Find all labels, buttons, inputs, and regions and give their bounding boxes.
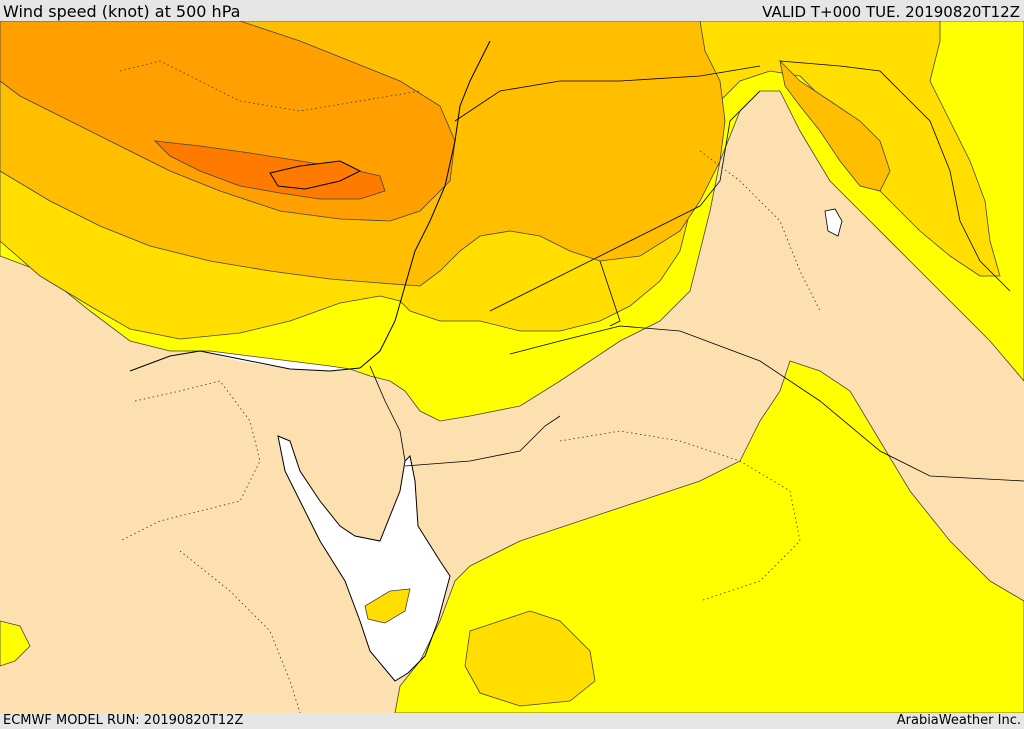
border-jordan-iraq — [599, 260, 621, 327]
border-sinai-israel — [369, 365, 406, 462]
map-title: Wind speed (knot) at 500 hPa — [3, 2, 241, 21]
wind-patch-west — [0, 620, 31, 667]
coastline-north-africa — [129, 350, 361, 372]
map-canvas — [0, 21, 1024, 713]
model-run: ECMWF MODEL RUN: 20190820T12Z — [3, 713, 244, 728]
wind-band-5 — [153, 140, 386, 200]
border-egypt-sudan — [404, 415, 561, 467]
border-iraq-iran — [779, 60, 1011, 292]
wind-speed-map — [0, 21, 1024, 713]
wind-patch-sinai — [364, 588, 411, 624]
border-turkey-syria — [454, 65, 761, 122]
internal-boundary-egypt — [119, 380, 261, 542]
border-jordan-saudi — [509, 325, 1024, 482]
wind-patch-south — [464, 610, 596, 707]
internal-boundary-south — [179, 550, 301, 713]
valid-time: VALID T+000 TUE. 20190820T12Z — [762, 3, 1020, 21]
credit: ArabiaWeather Inc. — [896, 713, 1021, 728]
header-bar: Wind speed (knot) at 500 hPa VALID T+000… — [0, 0, 1024, 21]
coastline-cyprus — [269, 160, 362, 190]
coastline-redsea — [277, 435, 451, 682]
wind-band-3-east — [779, 59, 891, 192]
footer-bar: ECMWF MODEL RUN: 20190820T12Z ArabiaWeat… — [0, 713, 1024, 729]
border-syria-iraq — [489, 90, 761, 312]
coastline-levant — [359, 40, 491, 369]
red-sea — [278, 436, 450, 681]
gulf-lake — [824, 208, 843, 237]
internal-boundary-turkey — [119, 60, 421, 112]
